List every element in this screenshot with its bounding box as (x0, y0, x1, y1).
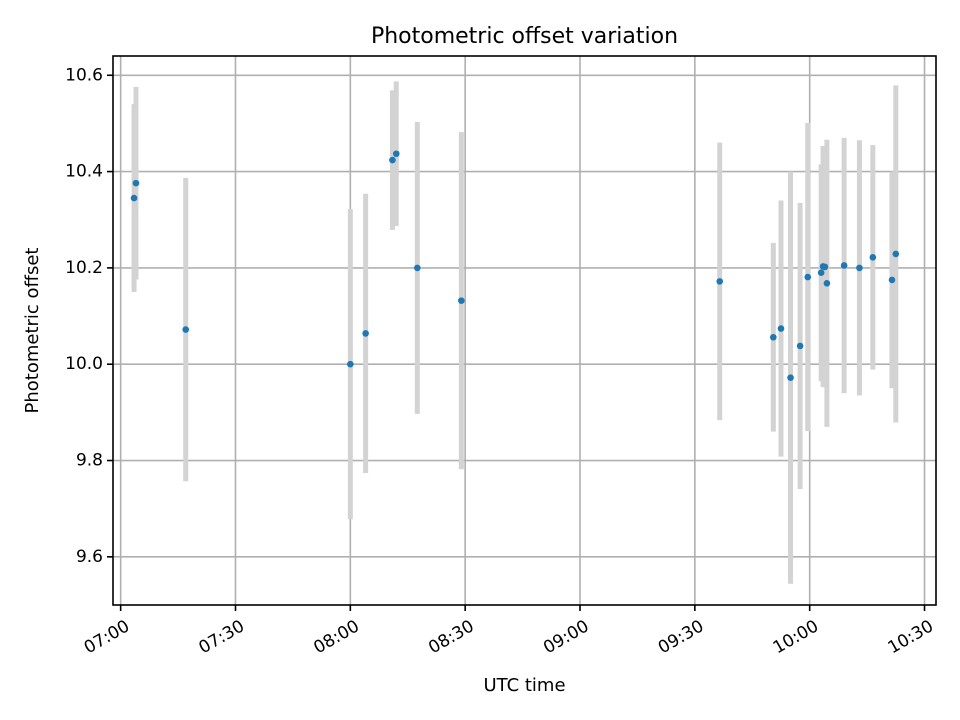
data-point (716, 278, 724, 285)
data-point (130, 194, 138, 202)
data-point (821, 263, 829, 271)
y-tick-label: 9.6 (76, 547, 103, 567)
data-point (787, 374, 794, 381)
grid (113, 56, 936, 605)
y-tick-label: 10.4 (65, 162, 103, 182)
y-axis-label: Photometric offset (22, 248, 43, 414)
data-point (182, 326, 190, 333)
data-point (823, 280, 831, 287)
data-point (414, 264, 421, 272)
y-tick-label: 10.6 (65, 65, 103, 85)
data-point (796, 342, 804, 350)
plot-frame (112, 55, 937, 606)
data-point (389, 156, 396, 164)
chart-title: Photometric offset variation (371, 24, 678, 49)
y-tick-label: 10.0 (65, 354, 103, 374)
data-point (892, 250, 900, 258)
data-point (132, 179, 140, 187)
data-point (770, 333, 777, 341)
data-point (856, 264, 863, 272)
data-point (869, 253, 877, 261)
data-point (347, 360, 354, 368)
data-point (362, 330, 369, 337)
data-point (840, 262, 848, 269)
data-point (777, 325, 785, 332)
y-tick-label: 10.2 (65, 258, 103, 278)
data-point (392, 150, 400, 158)
data-point (804, 273, 812, 281)
data-point (817, 269, 825, 277)
data-points (130, 150, 900, 381)
data-point (458, 297, 465, 304)
data-point (888, 276, 896, 284)
x-axis-label: UTC time (483, 675, 565, 696)
y-tick-label: 9.8 (76, 451, 103, 471)
